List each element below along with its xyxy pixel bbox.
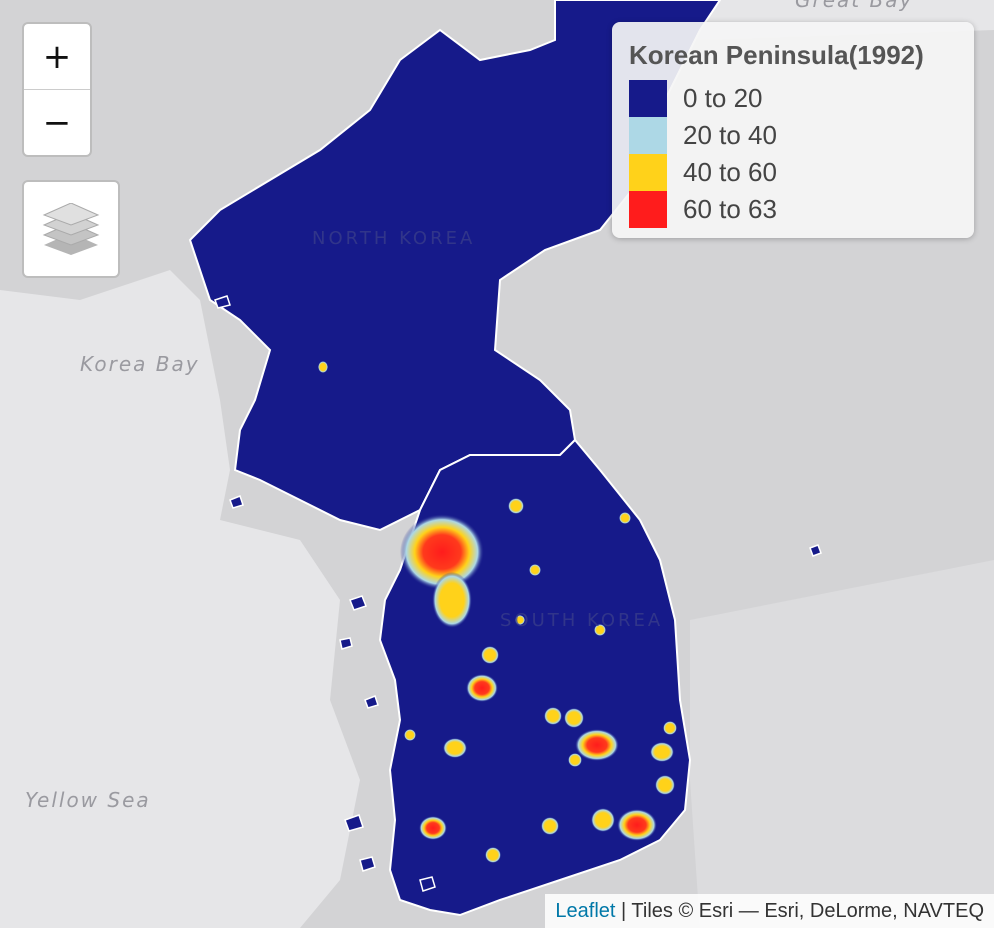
island-fragments [214,295,822,892]
light-hotspots [318,361,677,863]
yellow-sea-label: Yellow Sea [25,788,151,812]
legend-item: 0 to 20 [629,80,763,117]
north-korea-raster [188,0,722,532]
zoom-control: + − [22,22,92,157]
zoom-in-button[interactable]: + [24,24,90,90]
legend-swatch [629,80,667,117]
great-bay-label: Great Bay [795,0,914,12]
legend-label: 20 to 40 [683,120,777,150]
legend: Korean Peninsula(1992) 0 to 20 20 to 40 … [612,22,974,238]
legend-label: 0 to 20 [683,83,763,113]
attribution: Leaflet | Tiles © Esri — Esri, DeLorme, … [545,894,994,928]
legend-title: Korean Peninsula(1992) [629,40,924,70]
north-korea-label: NORTH KOREA [312,228,476,249]
leaflet-link[interactable]: Leaflet [555,899,616,922]
legend-item: 20 to 40 [629,117,777,154]
attribution-text: | Tiles © Esri — Esri, DeLorme, NAVTEQ [615,899,984,922]
zoom-out-button[interactable]: − [42,102,72,143]
legend-swatch [629,117,667,154]
korea-bay-label: Korea Bay [80,352,200,376]
layers-icon [42,203,100,255]
south-korea-raster [378,438,692,917]
legend-item: 60 to 63 [629,191,777,228]
south-korea-label: SOUTH KOREA [500,610,664,631]
sea-east [690,560,994,928]
sea-west [0,270,360,928]
legend-swatch [629,154,667,191]
legend-swatch [629,191,667,228]
legend-label: 60 to 63 [683,194,777,224]
legend-label: 40 to 60 [683,157,777,187]
legend-item: 40 to 60 [629,154,777,191]
layers-control-button[interactable] [22,180,120,278]
